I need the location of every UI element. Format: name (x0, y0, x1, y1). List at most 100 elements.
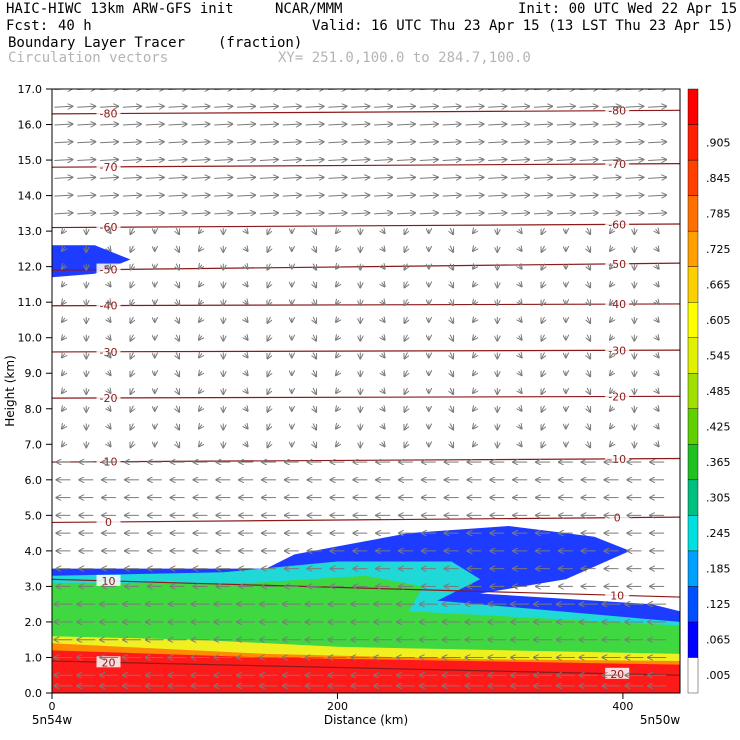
circulation-vector (77, 195, 95, 196)
contour-label-background (96, 221, 121, 233)
circulation-vector (108, 407, 111, 411)
circulation-vector (245, 282, 248, 286)
circulation-vector (442, 142, 461, 143)
circulation-vector (313, 316, 316, 323)
y-tick-label: 14.0 (18, 190, 43, 203)
circulation-vector (374, 124, 392, 125)
circulation-vector (648, 142, 666, 143)
circulation-vector (473, 300, 476, 304)
circulation-vector (176, 352, 179, 358)
circulation-vector (382, 265, 385, 269)
circulation-vector (313, 227, 316, 234)
colorbar-swatch (687, 586, 699, 623)
circulation-vector (199, 300, 202, 304)
circulation-vector (267, 423, 270, 430)
circulation-vector (556, 160, 575, 161)
circulation-vector (351, 124, 369, 125)
forecast-value: 40 h (58, 18, 92, 34)
field-name: Boundary Layer Tracer (8, 35, 186, 51)
temperature-contour (52, 457, 680, 463)
circulation-vector (122, 177, 141, 178)
circulation-vector (602, 160, 620, 161)
circulation-vector (656, 425, 659, 429)
circulation-vector (267, 263, 270, 270)
circulation-vector (199, 407, 202, 411)
vectors-label: Circulation vectors (8, 50, 169, 66)
circulation-vector (245, 353, 248, 357)
circulation-vector (382, 442, 385, 446)
contour-label-background (96, 107, 121, 119)
circulation-vector (450, 281, 453, 287)
forecast-label: Fcst: (6, 18, 49, 34)
contour-label-background (605, 218, 630, 230)
circulation-vector (656, 247, 659, 251)
circulation-vector (100, 177, 118, 178)
circulation-vector (556, 177, 575, 178)
circulation-vector (519, 353, 522, 357)
circulation-vector (587, 245, 590, 252)
contour-label: -80 (608, 105, 626, 118)
circulation-vector (519, 282, 522, 286)
circulation-vector (108, 282, 111, 286)
circulation-vector (282, 124, 301, 125)
contour-label-background (96, 455, 121, 467)
circulation-vector (108, 336, 111, 340)
circulation-vector (245, 247, 248, 251)
colorbar-swatch (687, 408, 699, 445)
circulation-vector (62, 407, 65, 411)
circulation-vector (511, 195, 529, 196)
circulation-vector (579, 106, 598, 107)
circulation-vector (122, 213, 141, 214)
circulation-vector (237, 142, 255, 143)
colorbar-label: .785 (706, 207, 731, 220)
circulation-vector (62, 353, 65, 357)
circulation-vector (587, 370, 590, 376)
circulation-vector (313, 441, 316, 447)
circulation-vector (511, 213, 529, 214)
colorbar-swatch (687, 337, 699, 374)
y-tick-label: 6.0 (25, 474, 43, 487)
circulation-vector (351, 213, 369, 214)
circulation-vector (259, 213, 278, 214)
circulation-vector (176, 298, 179, 305)
circulation-vector (533, 177, 552, 178)
circulation-vector (511, 160, 529, 161)
circulation-vector (488, 124, 506, 125)
contour-label: -50 (608, 258, 626, 271)
colorbar-swatch (687, 657, 699, 694)
circulation-vector (382, 247, 385, 251)
circulation-vector (282, 160, 301, 161)
circulation-vector (419, 177, 438, 178)
circulation-vector (602, 106, 620, 107)
contour-label-background (605, 344, 630, 356)
circulation-vector (473, 425, 476, 429)
circulation-vector (625, 195, 643, 196)
circulation-vector (62, 247, 65, 251)
circulation-vector (336, 300, 339, 304)
circulation-vector (473, 229, 476, 233)
circulation-vector (328, 213, 346, 214)
circulation-vector (541, 352, 544, 358)
circulation-vector (610, 425, 613, 429)
circulation-vector (168, 213, 187, 214)
circulation-vector (404, 370, 407, 376)
colorbar-label: .485 (706, 385, 731, 398)
colorbar-label: .185 (706, 563, 731, 576)
circulation-vector (610, 265, 613, 269)
circulation-vector (108, 229, 111, 233)
circulation-vector (54, 142, 72, 143)
tracer-field (52, 245, 680, 693)
circulation-vector (533, 195, 552, 196)
y-tick-label: 13.0 (18, 225, 43, 238)
contour-label-background (96, 345, 121, 357)
contour-label: -60 (100, 221, 118, 234)
circulation-vector (442, 124, 461, 125)
axes: 0.0 1.0 2.0 3.0 4.0 5.0 6.0 7.0 8.0 9.0 10.0 11.0 12… (18, 83, 634, 713)
circulation-vector (396, 160, 415, 161)
y-tick-label: 3.0 (25, 580, 43, 593)
contour-label-background (96, 515, 121, 527)
circulation-vector (214, 177, 232, 178)
circulation-vector (473, 247, 476, 251)
colorbar-label: .245 (706, 527, 731, 540)
